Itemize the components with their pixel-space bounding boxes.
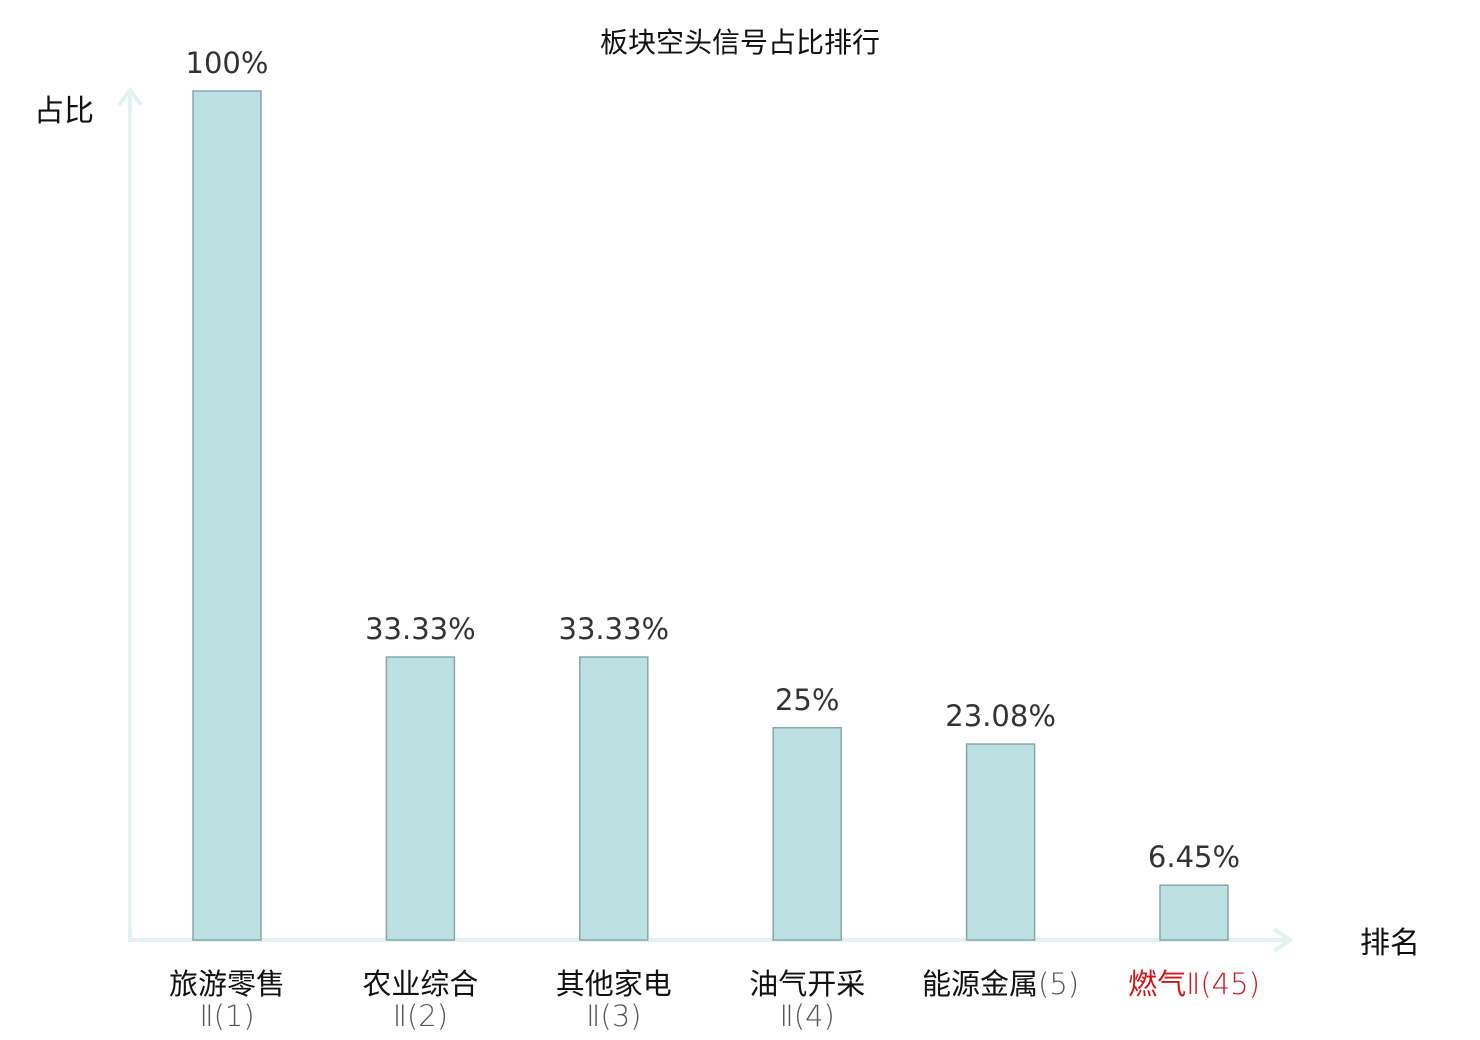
bar-value-label: 23.08% <box>945 699 1056 733</box>
bar <box>965 743 1036 941</box>
x-tick-text: 能源金属(5) <box>922 967 1079 1001</box>
x-tick-name: 农业综合 <box>362 967 478 1001</box>
bar <box>385 656 456 941</box>
bar <box>579 656 649 941</box>
axes <box>117 86 1294 953</box>
bar-value-label: 6.45% <box>1148 840 1240 874</box>
x-tick-name: 旅游零售 <box>169 967 285 1001</box>
x-axis-arrowhead <box>1272 927 1294 953</box>
x-tick-label: 燃气Ⅱ(45) <box>1128 967 1260 1001</box>
x-tick-name: 能源金属 <box>922 967 1038 1001</box>
bar-value-label: 25% <box>775 683 839 717</box>
x-tick-rank: Ⅱ(1) <box>199 999 254 1033</box>
bar <box>192 90 262 941</box>
x-tick-rank: Ⅱ(45) <box>1186 967 1260 1001</box>
bars-group <box>192 90 1229 941</box>
x-tick-name: 其他家电 <box>556 967 672 1001</box>
x-tick-rank: Ⅱ(4) <box>780 999 835 1033</box>
x-axis-label: 排名 <box>1360 926 1420 961</box>
x-tick-rank: Ⅱ(2) <box>393 999 448 1033</box>
bar-value-label: 33.33% <box>365 612 476 646</box>
x-tick-rank: Ⅱ(3) <box>586 999 641 1033</box>
bar-value-label: 100% <box>186 46 269 80</box>
bar-value-label: 33.33% <box>559 612 670 646</box>
bar <box>772 727 842 941</box>
value-labels-group: 100% 33.33% 33.33% 25% 23.08% 6.45% <box>186 46 1241 874</box>
chart-title: 板块空头信号占比排行 <box>600 26 880 59</box>
x-tick-rank: (5) <box>1038 967 1079 1001</box>
y-axis-label: 占比 <box>34 94 94 129</box>
x-tick-text: 燃气Ⅱ(45) <box>1128 967 1260 1001</box>
y-axis-arrowhead <box>117 86 143 107</box>
x-tick-label: 能源金属(5) <box>922 967 1079 1001</box>
x-tick-name: 油气开采 <box>749 967 865 1001</box>
x-tick-name: 燃气 <box>1128 967 1186 1001</box>
bar <box>1159 884 1229 941</box>
